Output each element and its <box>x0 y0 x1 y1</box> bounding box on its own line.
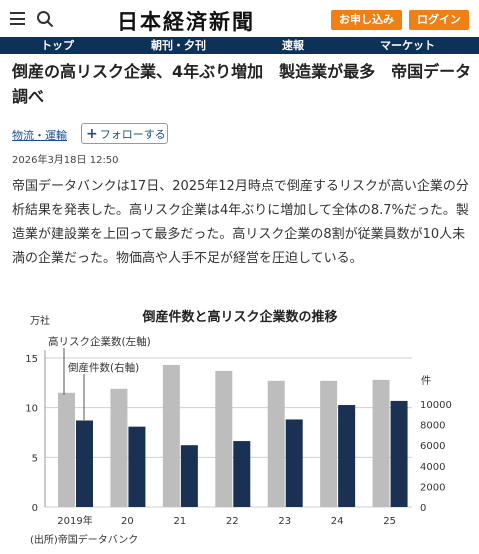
x-tick-label: 24 <box>331 516 344 527</box>
chart-source: (出所)帝国データバンク <box>30 533 138 546</box>
right-tick-label: 6000 <box>420 441 445 452</box>
follow-button[interactable]: + フォローする <box>81 123 168 144</box>
category-link[interactable]: 物流・運輸 <box>12 129 67 142</box>
right-tick-label: 2000 <box>420 482 445 493</box>
legend-bankruptcies: 倒産件数(右軸) <box>68 361 139 374</box>
bar-high-risk-companies <box>162 364 180 507</box>
right-axis-unit: 件 <box>421 375 431 387</box>
x-tick-label: 22 <box>226 516 239 527</box>
x-tick-label: 20 <box>121 516 134 527</box>
subscribe-button[interactable]: お申し込み <box>331 10 402 30</box>
bar-high-risk-companies <box>267 380 285 507</box>
x-tick-label: 23 <box>278 516 291 527</box>
bar-bankruptcies <box>76 420 93 507</box>
legend-high-risk: 高リスク企業数(左軸) <box>48 335 151 348</box>
bar-bankruptcies <box>128 426 146 507</box>
nav-item-news[interactable]: 速報 <box>282 39 304 52</box>
bar-chart: 倒産件数と高リスク企業数の推移 万社件 0 5 10 15 0 2000 4000 6000 800… <box>25 309 452 546</box>
left-axis-unit: 万社 <box>30 314 50 327</box>
x-tick-label: 25 <box>383 516 396 527</box>
article-body: 帝国データバンクは17日、2025年12月時点で倒産するリスクが高い企業の分析結… <box>12 179 469 266</box>
bar-high-risk-companies <box>215 370 233 507</box>
right-tick-label: 8000 <box>420 421 445 432</box>
right-tick-label: 10000 <box>420 400 452 411</box>
bar-bankruptcies <box>180 445 198 507</box>
bar-high-risk-companies <box>320 380 338 507</box>
main-nav: トップ 朝刊・夕刊 速報 マーケット <box>0 37 479 54</box>
bar-bankruptcies <box>285 419 303 507</box>
bar-high-risk-companies <box>58 392 75 507</box>
x-tick-label: 21 <box>173 516 186 527</box>
right-tick-label: 0 <box>420 503 426 514</box>
bar-high-risk-companies <box>110 388 128 507</box>
bar-bankruptcies <box>390 400 408 507</box>
bar-bankruptcies <box>233 441 251 507</box>
plus-icon: + <box>86 126 98 142</box>
left-tick-label: 15 <box>25 354 38 365</box>
bar-high-risk-companies <box>372 379 390 507</box>
bar-bankruptcies <box>338 405 356 507</box>
site-logo[interactable]: 日本経済新聞 <box>117 9 255 34</box>
article-date: 2026年3月18日 12:50 <box>12 155 119 166</box>
nav-item-top[interactable]: トップ <box>41 39 74 52</box>
top-bar: 日本経済新聞 お申し込み ログイン <box>0 0 479 37</box>
nav-item-market[interactable]: マーケット <box>380 39 435 52</box>
search-icon[interactable] <box>36 10 54 28</box>
login-button[interactable]: ログイン <box>409 10 469 30</box>
left-tick-label: 5 <box>32 453 38 464</box>
follow-label: フォローする <box>99 128 166 141</box>
chart-title: 倒産件数と高リスク企業数の推移 <box>141 309 337 325</box>
left-tick-label: 10 <box>25 404 38 415</box>
hamburger-menu-icon[interactable] <box>10 12 25 25</box>
x-tick-label: 2019年 <box>57 514 92 527</box>
left-tick-label: 0 <box>32 503 38 514</box>
right-tick-label: 4000 <box>420 462 445 473</box>
article-title: 倒産の高リスク企業、4年ぶり増加 製造業が最多 帝国データ調べ <box>12 62 472 106</box>
nav-item-papers[interactable]: 朝刊・夕刊 <box>151 39 206 52</box>
